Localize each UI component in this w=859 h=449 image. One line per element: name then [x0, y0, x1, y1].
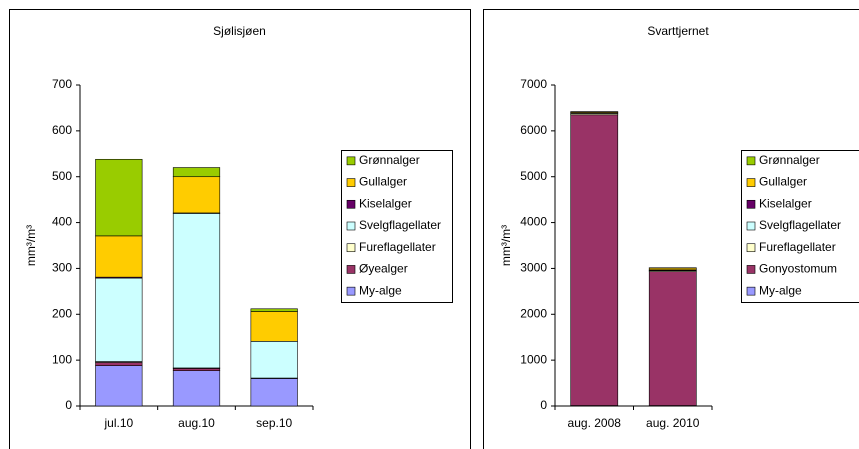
legend-swatch: [346, 221, 356, 231]
y-tick-label: 200: [52, 306, 72, 320]
legend-swatch: [746, 286, 756, 296]
bar-segment: [95, 158, 143, 237]
legend-label: Fureflagellater: [359, 240, 436, 254]
legend-swatch: [346, 265, 356, 274]
y-tick-label: 5000: [520, 169, 547, 183]
x-tick-label: aug. 2008: [568, 416, 622, 430]
legend-label: My-alge: [759, 283, 802, 297]
legend-swatch: [346, 156, 356, 166]
legend-swatch: [746, 221, 756, 231]
legend-label: Øyealger: [359, 262, 408, 276]
y-axis-label: mm³/m³: [24, 225, 38, 266]
y-tick-label: 500: [52, 169, 72, 183]
bar-segment: [95, 365, 143, 407]
y-tick-label: 0: [65, 398, 72, 412]
y-tick-label: 300: [52, 261, 72, 275]
y-tick-label: 600: [52, 123, 72, 137]
legend-swatch: [746, 199, 756, 209]
bar-segment: [172, 167, 221, 178]
x-tick-label: aug. 2010: [646, 416, 700, 430]
legend-swatch: [746, 243, 756, 253]
y-tick-label: 700: [52, 77, 72, 91]
y-tick-label: 6000: [520, 123, 547, 137]
chart-title: Sjølisjøen: [213, 24, 266, 38]
bar-segment: [95, 235, 143, 278]
x-tick-label: sep.10: [256, 416, 292, 430]
legend-swatch: [746, 178, 756, 187]
legend-label: Svelgflagellater: [359, 218, 441, 232]
legend-swatch: [746, 265, 756, 274]
y-axis-label: mm³/m³: [499, 225, 513, 266]
y-tick-label: 7000: [520, 77, 547, 91]
legend-swatch: [346, 199, 356, 209]
legend-box: [741, 150, 859, 303]
legend-box: [341, 150, 453, 303]
bar-segment: [172, 176, 221, 214]
bar-segment: [648, 271, 697, 406]
legend-label: My-alge: [359, 283, 402, 297]
legend-label: Grønnalger: [359, 153, 420, 167]
bar-segment: [95, 277, 143, 362]
legend-swatch: [346, 286, 356, 296]
y-tick-label: 0: [540, 398, 547, 412]
bar-segment: [570, 114, 619, 406]
y-tick-label: 100: [52, 352, 72, 366]
legend-swatch: [746, 156, 756, 166]
bar-segment: [95, 362, 143, 366]
legend-label: Kiselalger: [359, 196, 412, 210]
legend-label: Svelgflagellater: [759, 218, 841, 232]
bar-segment: [172, 370, 221, 407]
legend-label: Gullalger: [359, 175, 407, 189]
bar-segment: [250, 308, 298, 312]
x-tick-label: aug.10: [178, 416, 215, 430]
legend-label: Fureflagellater: [759, 240, 836, 254]
legend-swatch: [346, 178, 356, 187]
legend-label: Kiselalger: [759, 196, 812, 210]
y-tick-label: 1000: [520, 352, 547, 366]
legend-swatch: [346, 243, 356, 253]
y-tick-label: 2000: [520, 306, 547, 320]
chart-title: Svarttjernet: [647, 24, 709, 38]
legend-label: Gonyostomum: [759, 262, 837, 276]
bar-segment: [250, 378, 298, 407]
bar-segment: [172, 368, 221, 371]
bar-segment: [172, 213, 221, 369]
x-tick-label: jul.10: [103, 416, 133, 430]
bar-segment: [250, 311, 298, 342]
bar-segment: [250, 341, 298, 379]
legend-label: Grønnalger: [759, 153, 820, 167]
y-tick-label: 3000: [520, 261, 547, 275]
y-tick-label: 400: [52, 215, 72, 229]
legend-label: Gullalger: [759, 175, 807, 189]
y-tick-label: 4000: [520, 215, 547, 229]
